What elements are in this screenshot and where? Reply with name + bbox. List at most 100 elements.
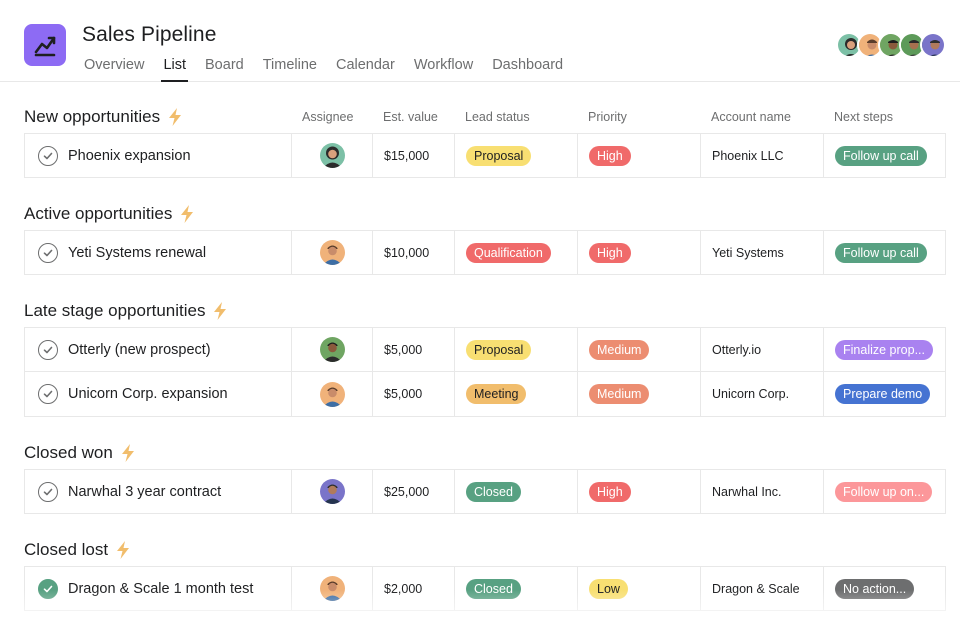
- task-name[interactable]: Dragon & Scale 1 month test: [68, 580, 254, 597]
- section-title: Late stage opportunities: [24, 301, 206, 320]
- est-value-cell[interactable]: $5,000: [372, 328, 454, 371]
- complete-checkbox-icon[interactable]: [38, 339, 58, 360]
- priority-cell[interactable]: Low: [577, 567, 700, 610]
- section-header[interactable]: Active opportunities: [24, 204, 194, 224]
- column-header-lead-status[interactable]: Lead status: [465, 110, 530, 124]
- tab-workflow[interactable]: Workflow: [413, 57, 474, 73]
- tab-calendar[interactable]: Calendar: [335, 57, 395, 73]
- assignee-cell[interactable]: [291, 328, 372, 371]
- section-header[interactable]: Late stage opportunities: [24, 301, 227, 321]
- members-avatars[interactable]: [836, 32, 946, 58]
- task-name-cell[interactable]: Dragon & Scale 1 month test: [25, 567, 291, 610]
- est-value-cell[interactable]: $15,000: [372, 134, 454, 177]
- column-header-priority[interactable]: Priority: [588, 110, 627, 124]
- account-name-cell[interactable]: Yeti Systems: [700, 231, 823, 274]
- task-name[interactable]: Unicorn Corp. expansion: [68, 386, 228, 402]
- assignee-avatar[interactable]: [319, 143, 345, 168]
- task-name[interactable]: Narwhal 3 year contract: [68, 483, 222, 500]
- priority-badge: Medium: [589, 384, 650, 404]
- tab-timeline[interactable]: Timeline: [262, 57, 317, 73]
- lead-status-cell[interactable]: Proposal: [454, 134, 577, 177]
- complete-checkbox-icon[interactable]: [38, 578, 58, 599]
- section-header[interactable]: Closed won: [24, 443, 135, 463]
- priority-cell[interactable]: High: [577, 470, 700, 513]
- account-name-cell[interactable]: Dragon & Scale: [700, 567, 823, 610]
- lightning-icon: [117, 541, 130, 559]
- task-name-cell[interactable]: Otterly (new prospect): [25, 328, 291, 371]
- est-value-cell[interactable]: $5,000: [372, 372, 454, 416]
- chart-line-icon[interactable]: [24, 24, 66, 66]
- complete-checkbox-icon[interactable]: [38, 145, 58, 166]
- task-name-cell[interactable]: Yeti Systems renewal: [25, 231, 291, 274]
- priority-cell[interactable]: Medium: [577, 328, 700, 371]
- lead-status-cell[interactable]: Meeting: [454, 372, 577, 416]
- assignee-avatar[interactable]: [319, 240, 345, 265]
- tab-board[interactable]: Board: [205, 57, 244, 73]
- lead-status-cell[interactable]: Qualification: [454, 231, 577, 274]
- table-row[interactable]: Dragon & Scale 1 month test $2,000 Closed L…: [24, 566, 946, 611]
- tab-list[interactable]: List: [161, 55, 188, 82]
- member-avatar[interactable]: [857, 32, 883, 58]
- column-header-account-name[interactable]: Account name: [711, 110, 791, 124]
- lead-status-cell[interactable]: Closed: [454, 567, 577, 610]
- assignee-cell[interactable]: [291, 134, 372, 177]
- next-steps-cell[interactable]: Finalize prop...: [823, 328, 947, 371]
- assignee-avatar[interactable]: [319, 576, 345, 601]
- priority-cell[interactable]: High: [577, 231, 700, 274]
- column-header-est-value[interactable]: Est. value: [383, 110, 438, 124]
- account-name-cell[interactable]: Narwhal Inc.: [700, 470, 823, 513]
- next-steps-cell[interactable]: Follow up call: [823, 134, 947, 177]
- account-name-cell[interactable]: Otterly.io: [700, 328, 823, 371]
- table-row[interactable]: Narwhal 3 year contract $25,000 Closed High…: [24, 469, 946, 514]
- priority-cell[interactable]: Medium: [577, 372, 700, 416]
- member-avatar[interactable]: [836, 32, 862, 58]
- table-row[interactable]: Yeti Systems renewal $10,000 Qualification…: [24, 230, 946, 275]
- account-name-cell[interactable]: Phoenix LLC: [700, 134, 823, 177]
- next-steps-badge: Prepare demo: [835, 384, 931, 404]
- assignee-cell[interactable]: [291, 470, 372, 513]
- section-header[interactable]: Closed lost: [24, 540, 130, 560]
- member-avatar[interactable]: [899, 32, 925, 58]
- priority-badge: Low: [589, 578, 628, 599]
- est-value-cell[interactable]: $2,000: [372, 567, 454, 610]
- complete-checkbox-icon[interactable]: [38, 481, 58, 502]
- next-steps-cell[interactable]: Follow up on...: [823, 470, 947, 513]
- next-steps-cell[interactable]: No action...: [823, 567, 947, 610]
- task-name-cell[interactable]: Narwhal 3 year contract: [25, 470, 291, 513]
- column-header-assignee[interactable]: Assignee: [302, 110, 354, 124]
- table-row[interactable]: Unicorn Corp. expansion $5,000 Meeting Medi…: [24, 372, 946, 417]
- task-name-cell[interactable]: Phoenix expansion: [25, 134, 291, 177]
- lightning-icon: [121, 444, 134, 462]
- assignee-cell[interactable]: [291, 231, 372, 274]
- lead-status-cell[interactable]: Proposal: [454, 328, 577, 371]
- table-row[interactable]: Otterly (new prospect) $5,000 Proposal Medi…: [24, 327, 946, 372]
- task-name-cell[interactable]: Unicorn Corp. expansion: [25, 372, 291, 416]
- complete-checkbox-icon[interactable]: [38, 242, 58, 263]
- section-header[interactable]: New opportunities: [24, 107, 182, 127]
- est-value-cell[interactable]: $25,000: [372, 470, 454, 513]
- next-steps-cell[interactable]: Follow up call: [823, 231, 947, 274]
- column-header-next-steps[interactable]: Next steps: [834, 110, 894, 124]
- project-title: Sales Pipeline: [82, 23, 217, 46]
- lead-status-cell[interactable]: Closed: [454, 470, 577, 513]
- tab-overview[interactable]: Overview: [84, 57, 145, 73]
- account-name-cell[interactable]: Unicorn Corp.: [700, 372, 823, 416]
- assignee-avatar[interactable]: [319, 381, 345, 407]
- assignee-cell[interactable]: [291, 567, 372, 610]
- priority-badge: High: [589, 145, 631, 166]
- tab-dashboard[interactable]: Dashboard: [492, 57, 564, 73]
- task-name[interactable]: Phoenix expansion: [68, 147, 191, 164]
- account-name: Phoenix LLC: [712, 148, 784, 163]
- task-name[interactable]: Yeti Systems renewal: [68, 244, 207, 261]
- priority-cell[interactable]: High: [577, 134, 700, 177]
- assignee-cell[interactable]: [291, 372, 372, 416]
- task-name[interactable]: Otterly (new prospect): [68, 341, 211, 358]
- next-steps-badge: Follow up call: [835, 145, 927, 166]
- member-avatar[interactable]: [920, 32, 946, 58]
- assignee-avatar[interactable]: [319, 337, 345, 362]
- table-row[interactable]: Phoenix expansion $15,000 Proposal High Phoe…: [24, 133, 946, 178]
- next-steps-cell[interactable]: Prepare demo: [823, 372, 947, 416]
- assignee-avatar[interactable]: [319, 479, 345, 504]
- est-value-cell[interactable]: $10,000: [372, 231, 454, 274]
- complete-checkbox-icon[interactable]: [38, 384, 58, 404]
